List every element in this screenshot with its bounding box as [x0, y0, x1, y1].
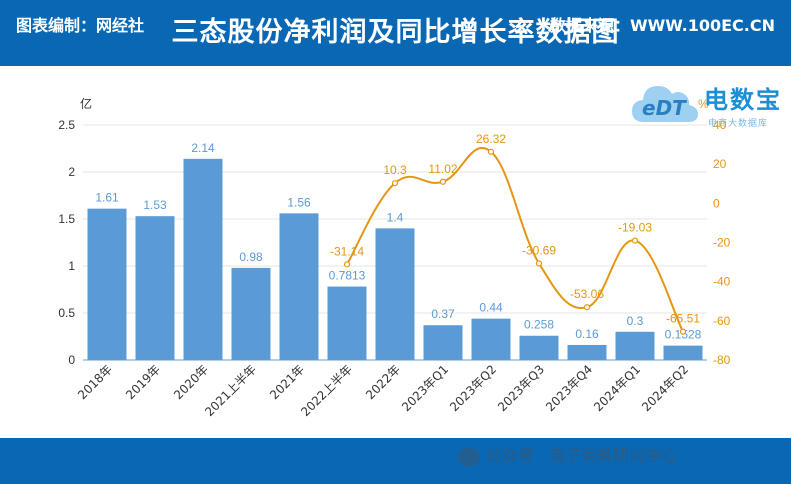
y-right-tick-label: -80: [713, 353, 731, 367]
x-tick-label: 2021上半年: [202, 362, 259, 419]
bar-value-label: 0.44: [479, 301, 503, 315]
bar-value-label: 1.53: [143, 198, 167, 212]
bar-value-label: 0.258: [524, 318, 554, 332]
line-point: [439, 178, 447, 185]
x-tick-label: 2023年Q2: [447, 362, 499, 414]
y-right-tick-label: -60: [713, 314, 731, 328]
y-left-tick-label: 0.5: [58, 306, 75, 320]
bar-value-label: 0.16: [575, 327, 599, 341]
x-tick-label: 2019年: [123, 362, 163, 402]
logo: eDT 电数宝 电商大数据库: [628, 74, 788, 130]
bar: [135, 216, 175, 360]
line-value-label: -53.06: [570, 287, 604, 301]
y-left-tick-label: 1.5: [58, 212, 75, 226]
bar: [567, 344, 607, 360]
line-point: [535, 260, 543, 267]
bar: [327, 286, 367, 360]
bar-value-label: 1.61: [95, 191, 119, 205]
logo-name: 电数宝: [704, 86, 782, 114]
y-right-tick-label: -40: [713, 275, 731, 289]
bar-value-label: 2.14: [191, 141, 215, 155]
line-value-label: 11.02: [428, 162, 457, 176]
bar: [231, 267, 271, 360]
y-left-tick-label: 2.5: [58, 118, 75, 132]
x-tick-label: 2023年Q3: [495, 362, 547, 414]
line-value-label: -65.51: [666, 312, 700, 326]
watermark: 公众号 · 电子商务研究中心: [458, 442, 677, 466]
y-right-unit: %: [698, 97, 709, 111]
watermark-text: 公众号 · 电子商务研究中心: [486, 446, 678, 465]
x-tick-label: 2021年: [267, 362, 307, 402]
line-value-label: 10.3: [383, 163, 407, 177]
y-right-tick-label: 0: [713, 196, 720, 210]
x-tick-label: 2024年Q1: [591, 362, 643, 414]
bar: [183, 158, 223, 360]
bar-value-label: 0.37: [431, 307, 455, 321]
line-point: [391, 180, 399, 187]
line-point: [679, 328, 687, 335]
bar: [279, 213, 319, 360]
y-left-unit: 亿: [80, 96, 92, 111]
bar-value-label: 1.4: [387, 210, 404, 224]
logo-subtitle: 电商大数据库: [708, 119, 769, 129]
y-right-tick-label: -20: [713, 236, 731, 250]
bar: [87, 208, 127, 360]
bar: [423, 325, 463, 360]
x-tick-label: 2024年Q2: [639, 362, 691, 414]
footer-bar: [0, 438, 791, 484]
x-tick-label: 2022上半年: [298, 362, 355, 419]
x-tick-label: 2023年Q1: [399, 362, 451, 414]
line-value-label: -19.03: [618, 221, 652, 235]
bar-value-label: 0.7813: [329, 269, 366, 283]
footer-source: 数据来源：WWW.100EC.CN: [549, 16, 775, 35]
y-right-tick-label: 40: [713, 118, 727, 132]
page-title: 三态股份净利润及同比增长率数据图: [171, 17, 620, 48]
y-left-tick-label: 1: [68, 259, 75, 273]
y-left-tick-label: 0: [68, 353, 75, 367]
bar: [663, 345, 703, 360]
bar-value-label: 1.56: [287, 195, 311, 209]
x-tick-label: 2022年: [363, 362, 403, 402]
wechat-icon: [458, 447, 480, 466]
header-bar: [0, 0, 791, 66]
bar: [519, 335, 559, 360]
line-value-label: 26.32: [476, 132, 506, 146]
bar: [471, 318, 511, 360]
y-right-tick-label: 20: [713, 157, 727, 171]
x-tick-label: 2018年: [75, 362, 115, 402]
bar-value-label: 0.3: [627, 314, 644, 328]
line-point: [631, 237, 639, 244]
footer-credit: 图表编制：网经社: [16, 16, 145, 35]
line-value-label: -31.14: [330, 244, 364, 258]
x-tick-label: 2020年: [171, 362, 211, 402]
bar: [615, 331, 655, 360]
line-point: [583, 304, 591, 311]
bar-value-label: 0.98: [239, 250, 263, 264]
logo-mark: eDT: [642, 96, 686, 120]
line-point: [343, 261, 351, 268]
line-point: [487, 148, 495, 155]
y-left-tick-label: 2: [68, 165, 75, 179]
line-value-label: -30.69: [522, 243, 556, 257]
x-tick-label: 2023年Q4: [543, 362, 595, 414]
bar: [375, 228, 415, 360]
cloud-logo-icon: [632, 86, 698, 122]
